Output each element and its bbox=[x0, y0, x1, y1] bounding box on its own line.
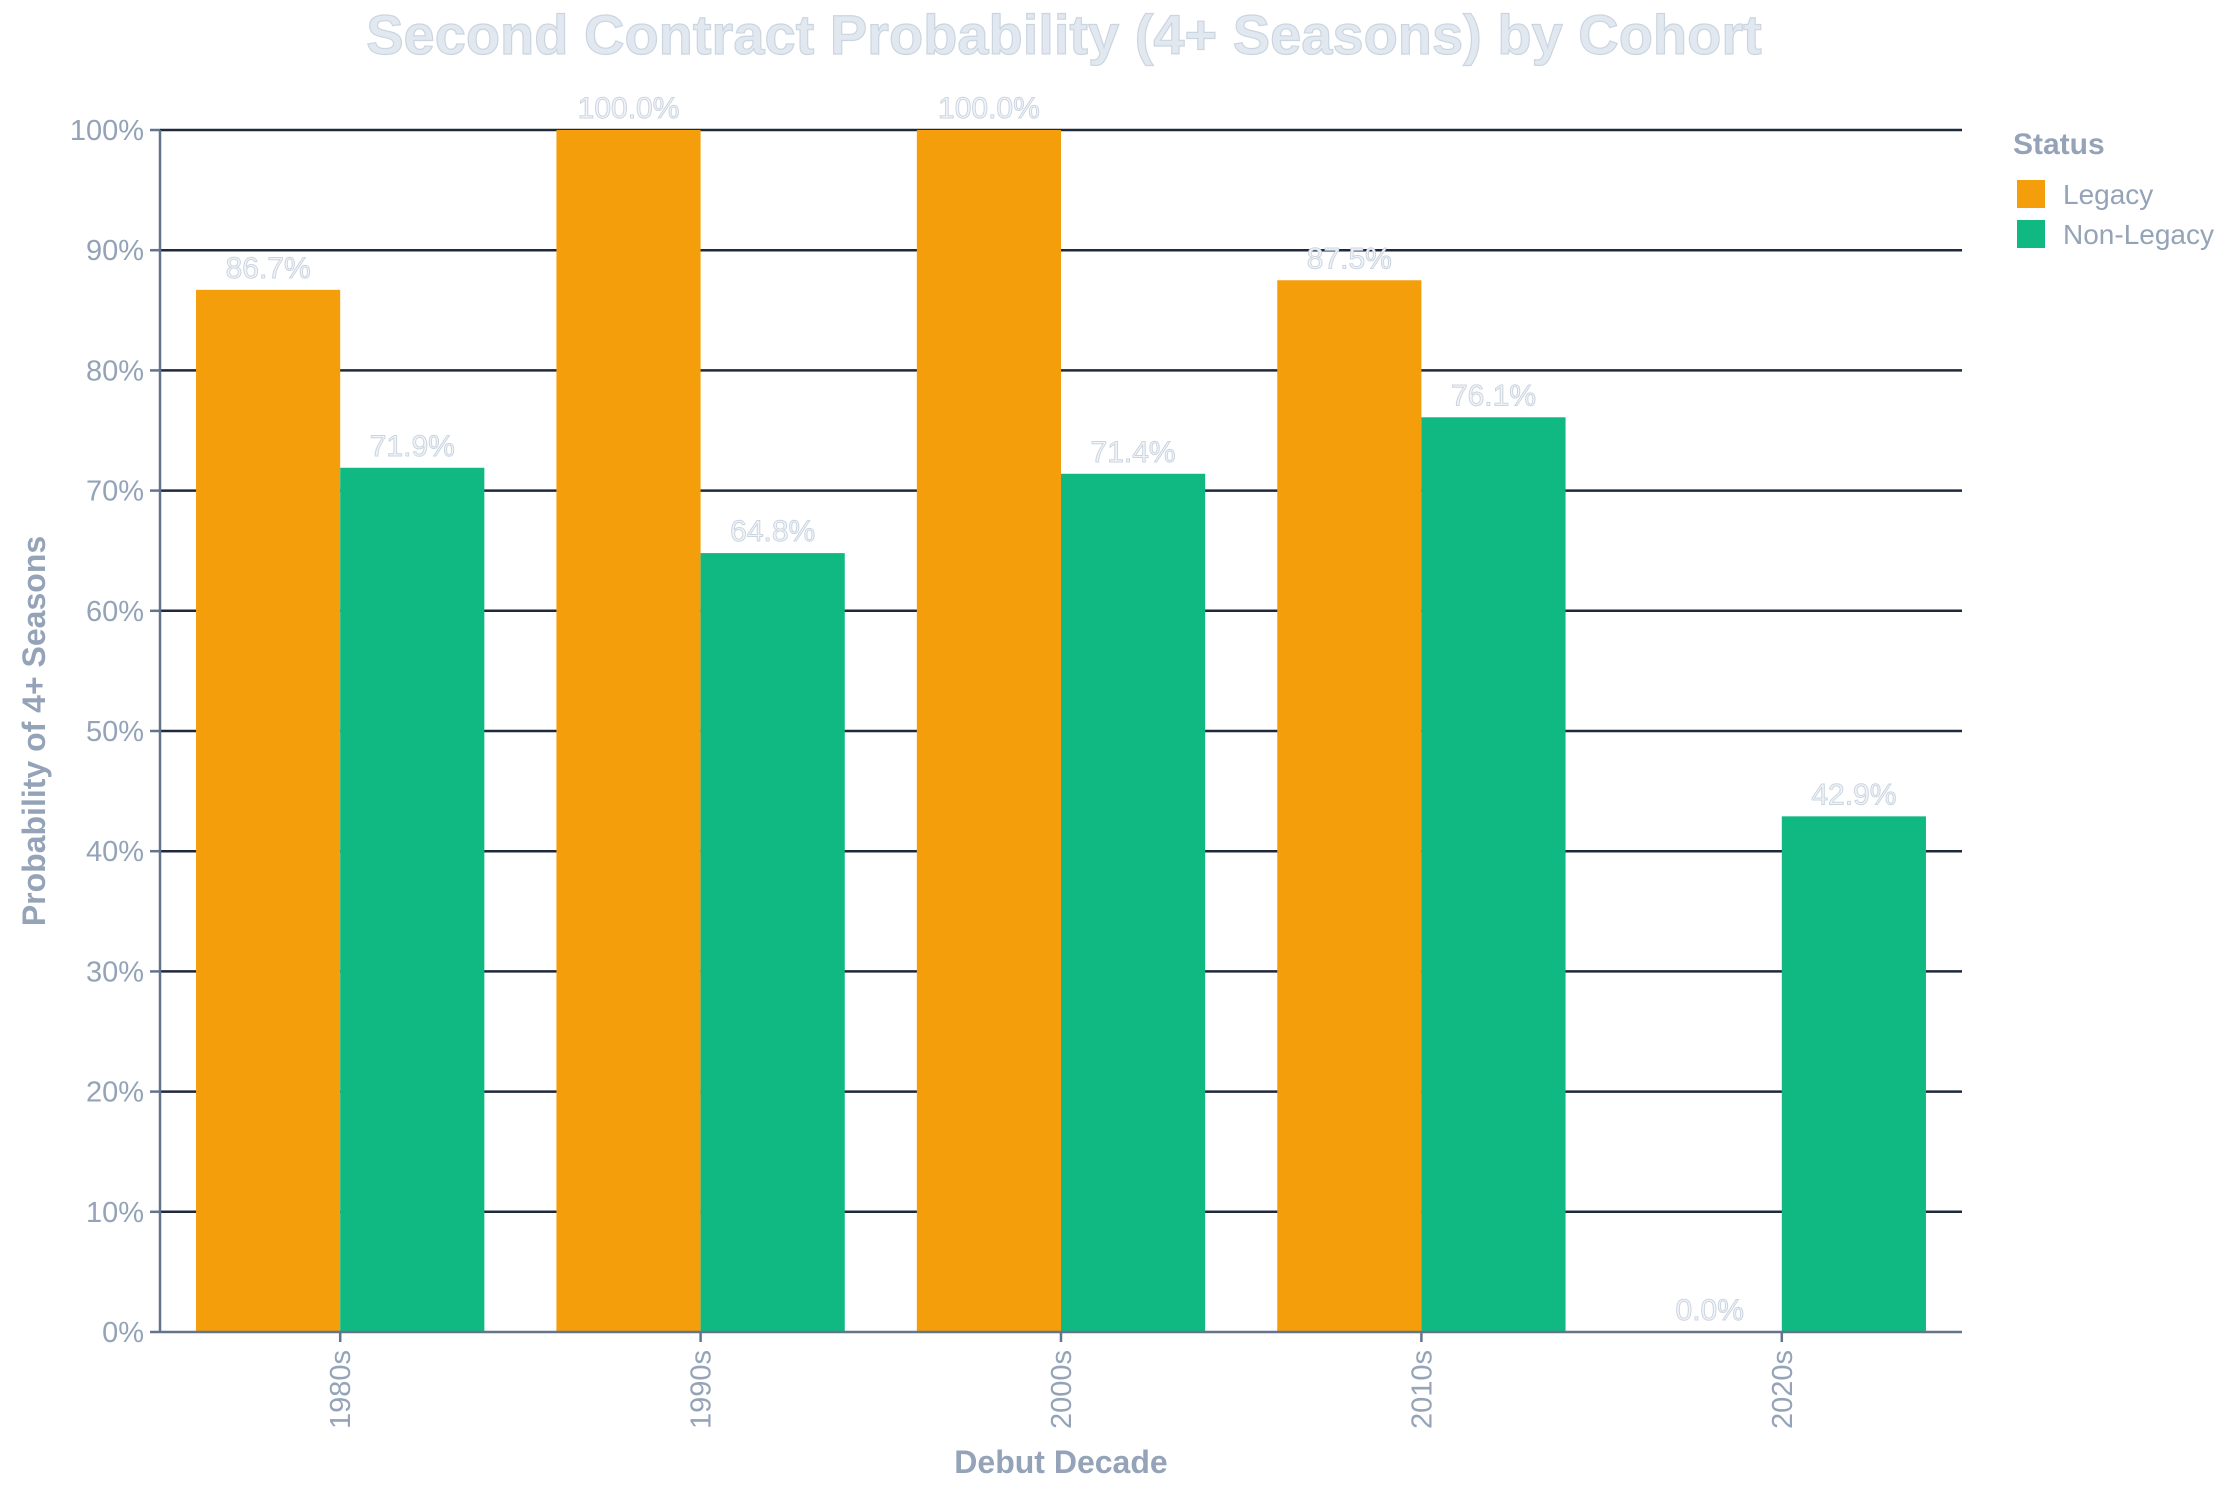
data-label: 100.0% bbox=[578, 92, 680, 125]
legend-title: Status bbox=[2013, 128, 2105, 161]
y-tick-label: 20% bbox=[86, 1077, 144, 1109]
x-tick-label: 2010s bbox=[1406, 1350, 1438, 1429]
y-tick-label: 70% bbox=[86, 476, 144, 508]
bar-non-legacy bbox=[340, 467, 485, 1333]
data-label: 64.8% bbox=[730, 515, 815, 548]
bar-legacy bbox=[916, 130, 1061, 1332]
bar-non-legacy bbox=[1061, 473, 1206, 1333]
y-tick-label: 30% bbox=[86, 956, 144, 988]
x-tick-label: 1990s bbox=[686, 1350, 718, 1429]
bar-non-legacy bbox=[700, 553, 845, 1332]
bar-legacy bbox=[556, 130, 701, 1332]
data-label: 71.9% bbox=[370, 430, 455, 463]
y-tick-label: 0% bbox=[102, 1317, 144, 1349]
y-tick-label: 90% bbox=[86, 235, 144, 267]
x-tick-label: 2000s bbox=[1046, 1350, 1078, 1429]
bar-legacy bbox=[196, 289, 341, 1333]
y-tick-label: 100% bbox=[70, 115, 144, 147]
y-tick-label: 10% bbox=[86, 1197, 144, 1229]
data-label: 71.4% bbox=[1091, 436, 1176, 469]
data-label: 100.0% bbox=[938, 92, 1040, 125]
y-tick-label: 40% bbox=[86, 836, 144, 868]
x-tick-labels: 1980s 1990s 2000s 2010s 2020s bbox=[325, 1332, 1799, 1429]
data-label: 76.1% bbox=[1451, 379, 1536, 412]
data-labels: 86.7% 71.9% 100.0% 64.8% 100.0% 71.4% 87.5% 76.… bbox=[225, 92, 1897, 1328]
bars bbox=[196, 130, 1926, 1333]
x-tick-label: 2020s bbox=[1767, 1350, 1799, 1429]
bar-non-legacy bbox=[1781, 816, 1926, 1332]
data-label: 86.7% bbox=[226, 252, 311, 285]
legend-swatch bbox=[2017, 180, 2045, 208]
y-axis-title: Probability of 4+ Seasons bbox=[16, 536, 52, 926]
legend-swatch bbox=[2017, 220, 2045, 248]
bar-non-legacy bbox=[1421, 417, 1566, 1332]
legend: Status Legacy Non-Legacy bbox=[2013, 128, 2214, 250]
data-label: 42.9% bbox=[1811, 778, 1896, 811]
legend-label: Non-Legacy bbox=[2063, 219, 2214, 250]
x-axis-title: Debut Decade bbox=[954, 1444, 1167, 1480]
y-tick-label: 60% bbox=[86, 596, 144, 628]
legend-label: Legacy bbox=[2063, 179, 2153, 210]
data-label: 0.0% bbox=[1676, 1294, 1744, 1327]
data-label: 87.5% bbox=[1307, 242, 1392, 275]
y-tick-label: 80% bbox=[86, 355, 144, 387]
x-tick-label: 1980s bbox=[325, 1350, 357, 1429]
y-tick-label: 50% bbox=[86, 716, 144, 748]
y-tick-labels: 0% 10% 20% 30% 40% 50% 60% 70% 80% 90% 100% bbox=[70, 115, 160, 1349]
chart-title: Second Contract Probability (4+ Seasons)… bbox=[366, 3, 1762, 66]
bar-legacy bbox=[1277, 280, 1422, 1332]
